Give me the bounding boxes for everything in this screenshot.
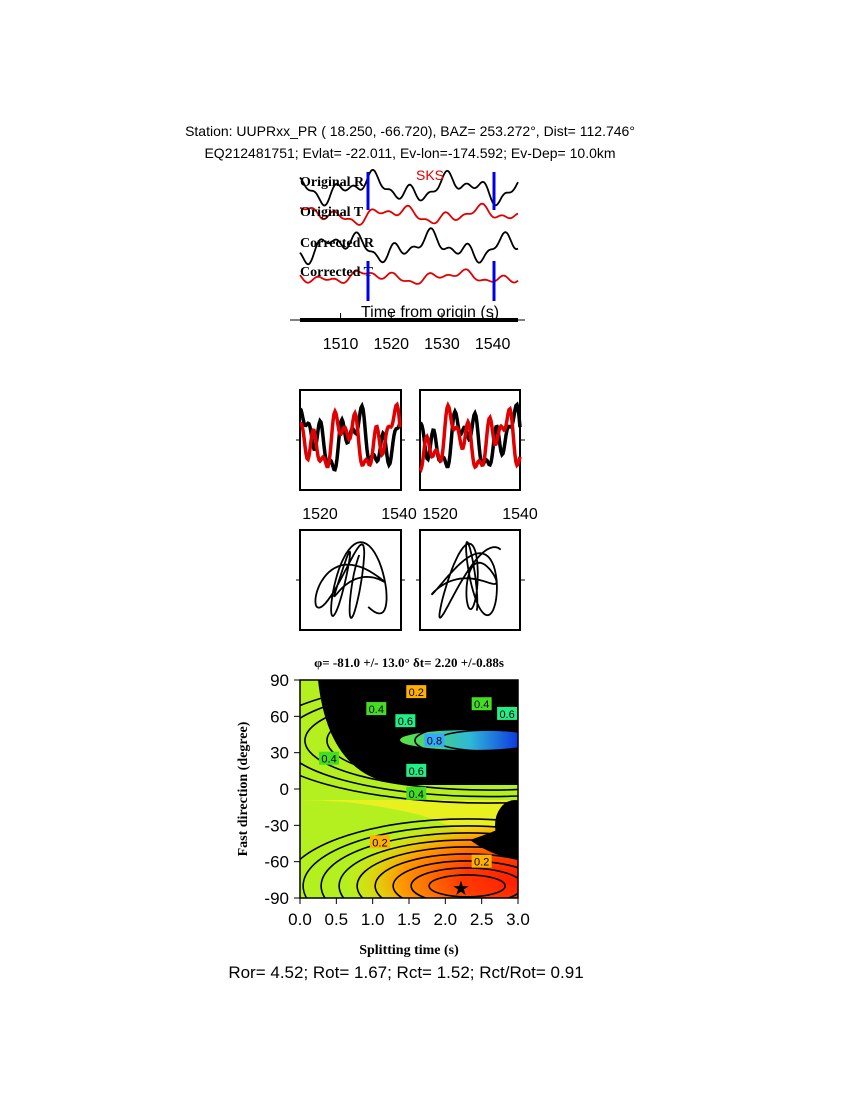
tick-label: 1540 xyxy=(381,506,417,523)
trace-corrected-t xyxy=(299,268,519,285)
time-axis-label: Time from origin (s) xyxy=(361,304,499,321)
trace-original-r xyxy=(299,168,519,207)
contour-label: 0.2 xyxy=(409,687,424,699)
contour-label-box xyxy=(471,697,492,711)
contour-label: 0.4 xyxy=(369,704,384,716)
tick-label: 1540 xyxy=(502,506,538,523)
event-header: EQ212481751; Evlat= -22.011, Ev-lon=-174… xyxy=(204,145,615,161)
overlay-panel-left: 1520 1540 xyxy=(296,389,417,523)
contour-line xyxy=(320,832,518,898)
y-tick-label: 90 xyxy=(270,671,289,690)
phase-label: SKS xyxy=(416,167,444,183)
contour-label-box xyxy=(471,854,492,868)
best-fit-star-icon: ★ xyxy=(452,878,470,900)
contour-label: 0.6 xyxy=(398,716,413,728)
grid-xlabel: Splitting time (s) xyxy=(359,943,459,958)
time-tick-label: 1540 xyxy=(475,336,511,353)
seismogram-panel: Original R Original T Corrected R Correc… xyxy=(290,167,525,353)
time-tick-label: 1510 xyxy=(323,336,359,353)
contour-line xyxy=(300,683,518,798)
contour-label: 0.6 xyxy=(499,709,514,721)
y-tick-label: 0 xyxy=(280,780,289,799)
y-tick-label: -30 xyxy=(264,816,289,835)
time-tick-label: 1530 xyxy=(424,336,460,353)
time-tick-label: 1520 xyxy=(373,336,409,353)
contour-label: 0.6 xyxy=(409,766,424,778)
overlay-panel-right: 1520 1540 xyxy=(416,389,538,523)
contour-label-box xyxy=(497,706,518,720)
contour-label: 0.4 xyxy=(409,789,424,801)
trace-label-corrected-t: Corrected T xyxy=(300,265,374,280)
contour-label-box xyxy=(369,835,390,849)
y-tick-label: 30 xyxy=(270,744,289,763)
x-tick-label: 3.0 xyxy=(506,910,530,929)
trace-label-original-t: Original T xyxy=(300,205,364,220)
contour-label-box xyxy=(406,685,427,699)
contour-label-box xyxy=(319,751,340,765)
x-tick-label: 1.5 xyxy=(397,910,421,929)
particle-motion-right xyxy=(416,529,525,631)
contour-line xyxy=(300,818,518,861)
particle-motion-left xyxy=(296,529,405,631)
contour-label-box xyxy=(395,714,416,728)
contour-line xyxy=(370,709,518,772)
contour-label-box xyxy=(406,786,427,800)
contour-line xyxy=(304,690,518,791)
contour-label: 0.4 xyxy=(474,699,489,711)
y-tick-label: -60 xyxy=(264,853,289,872)
contour-line xyxy=(392,860,518,898)
contour-line xyxy=(302,825,518,898)
contour-line xyxy=(428,874,506,898)
particle-motion-path xyxy=(430,540,502,619)
contour-line xyxy=(410,867,518,898)
station-header: Station: UUPRxx_PR ( 18.250, -66.720), B… xyxy=(185,123,635,139)
contour-line xyxy=(338,839,518,898)
contour-line xyxy=(300,680,518,804)
trace-original-t xyxy=(299,202,519,226)
trace-corrected-r xyxy=(299,227,519,266)
y-tick-label: -90 xyxy=(264,889,289,908)
contour-label: 0.8 xyxy=(427,736,442,748)
grid-ylabel: Fast direction (degree) xyxy=(236,721,251,856)
transverse-overlay xyxy=(299,401,402,469)
contour-line xyxy=(392,716,518,765)
y-tick-label: 60 xyxy=(270,707,289,726)
contour-line xyxy=(356,846,518,898)
x-tick-label: 0.5 xyxy=(325,910,349,929)
contour-line xyxy=(414,722,518,759)
contour-label-box xyxy=(406,763,427,777)
contour-label: 0.2 xyxy=(372,837,387,849)
trace-label-corrected-r: Corrected R xyxy=(300,236,375,251)
tick-label: 1520 xyxy=(422,506,458,523)
x-tick-label: 2.0 xyxy=(434,910,458,929)
trace-label-original-r: Original R xyxy=(300,175,365,190)
contour-label: 0.2 xyxy=(474,857,489,869)
contour-label-box xyxy=(366,702,387,716)
contour-label-box xyxy=(424,733,445,747)
tick-label: 1520 xyxy=(302,506,338,523)
contour-label: 0.4 xyxy=(321,754,336,766)
x-tick-label: 0.0 xyxy=(288,910,312,929)
ratio-summary: Ror= 4.52; Rot= 1.67; Rct= 1.52; Rct/Rot… xyxy=(228,963,583,982)
contour-line xyxy=(374,853,518,898)
grid-title: φ= -81.0 +/- 13.0° δt= 2.20 +/-0.88s xyxy=(314,655,504,670)
transverse-overlay xyxy=(418,401,522,473)
energy-grid-panel: φ= -81.0 +/- 13.0° δt= 2.20 +/-0.88s 0.2… xyxy=(236,655,530,958)
particle-motion-path xyxy=(314,541,388,619)
x-tick-label: 2.5 xyxy=(470,910,494,929)
x-tick-label: 1.0 xyxy=(361,910,385,929)
